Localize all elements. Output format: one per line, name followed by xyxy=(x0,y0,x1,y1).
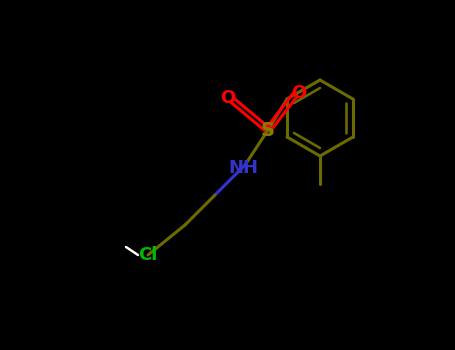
Text: Cl: Cl xyxy=(138,246,158,264)
Text: S: S xyxy=(261,120,275,140)
Text: O: O xyxy=(220,89,236,107)
Text: O: O xyxy=(291,84,307,102)
Text: NH: NH xyxy=(228,159,258,177)
